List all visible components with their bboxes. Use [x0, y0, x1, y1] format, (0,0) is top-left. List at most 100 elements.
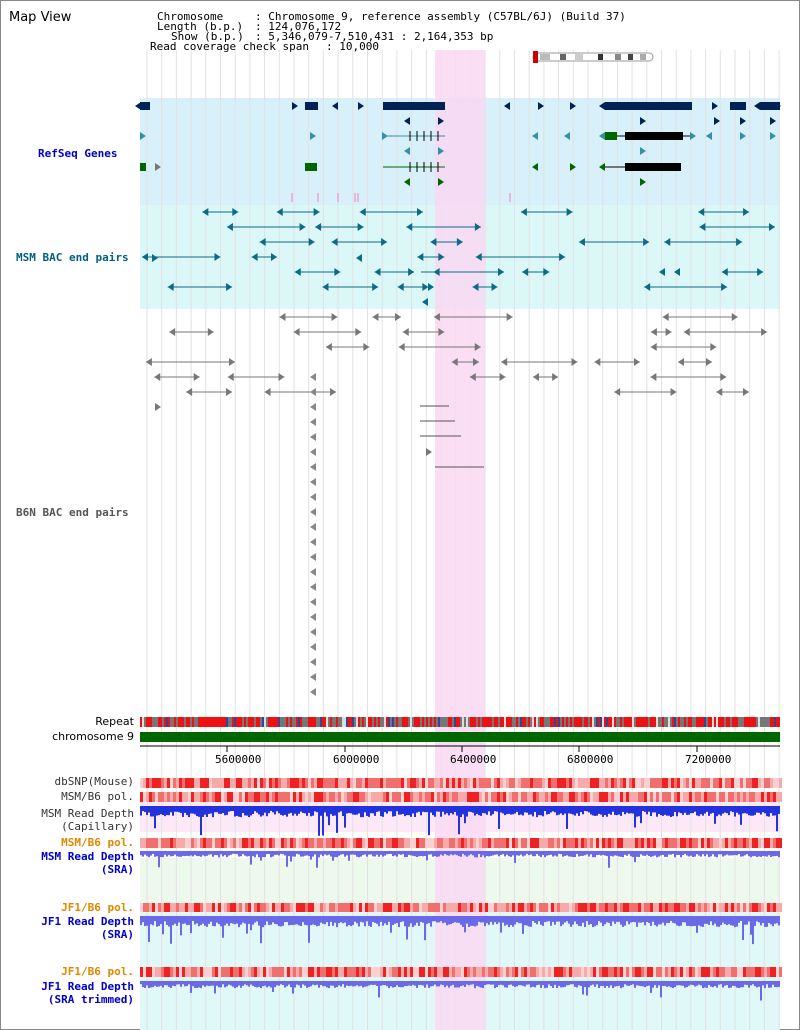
- heat-cell: [500, 792, 503, 802]
- depth-bar: [356, 981, 358, 986]
- repeat-segment: [770, 717, 772, 727]
- depth-bar: [416, 851, 418, 858]
- heat-cell: [497, 838, 500, 848]
- depth-bar: [404, 981, 406, 986]
- depth-bar: [464, 981, 466, 987]
- heat-cell: [770, 778, 773, 788]
- depth-bar: [596, 806, 598, 816]
- repeat-segment: [316, 717, 318, 727]
- repeat-segment: [464, 717, 466, 727]
- depth-bar: [324, 851, 326, 855]
- gene-arrow: [640, 147, 646, 155]
- depth-bar: [308, 981, 310, 987]
- depth-bar: [178, 981, 180, 985]
- heat-cell: [152, 967, 155, 977]
- repeat-segment: [268, 717, 270, 727]
- depth-bar: [146, 981, 148, 986]
- heat-cell: [248, 838, 251, 848]
- depth-bar: [606, 981, 608, 986]
- heat-cell: [560, 792, 563, 802]
- depth-bar: [246, 916, 248, 934]
- heat-cell: [623, 967, 626, 977]
- heat-cell: [290, 967, 293, 977]
- depth-bar: [534, 806, 536, 812]
- heat-cell: [548, 792, 551, 802]
- gene-arrow: [706, 358, 713, 366]
- heat-cell: [176, 967, 179, 977]
- depth-bar: [400, 981, 402, 988]
- repeat-segment: [162, 717, 164, 727]
- repeat-segment: [614, 717, 616, 727]
- heat-cell: [377, 903, 380, 912]
- repeat-segment: [328, 717, 330, 727]
- heat-cell: [359, 778, 362, 788]
- b6n-bac-end-pairs-label[interactable]: B6N BAC end pairs: [16, 506, 129, 519]
- repeat-segment: [228, 717, 230, 727]
- heat-cell: [665, 838, 668, 848]
- heat-cell: [161, 838, 164, 848]
- heat-cell: [506, 792, 509, 802]
- depth-bar: [748, 806, 750, 816]
- heat-cell: [350, 903, 353, 912]
- depth-bar: [698, 981, 700, 985]
- depth-bar: [752, 916, 754, 945]
- depth-bar: [208, 806, 210, 814]
- depth-bar: [164, 806, 166, 817]
- info-length-key: Length (b.p.): [157, 20, 244, 33]
- heat-cell: [476, 778, 479, 788]
- heat-cell: [509, 778, 512, 788]
- repeat-segment: [172, 717, 174, 727]
- depth-bar: [524, 851, 526, 856]
- gene-arrow: [566, 208, 573, 216]
- heat-cell: [365, 838, 368, 848]
- heat-cell: [140, 838, 143, 848]
- heat-cell: [434, 792, 437, 802]
- heat-cell: [224, 778, 227, 788]
- repeat-segment: [500, 717, 502, 727]
- depth-bar: [372, 981, 374, 985]
- gene-arrow: [506, 313, 513, 321]
- heat-cell: [410, 778, 413, 788]
- heat-cell: [164, 778, 167, 788]
- depth-bar: [318, 981, 320, 988]
- repeat-segment: [538, 717, 540, 727]
- depth-bar: [410, 916, 412, 924]
- depth-bar: [518, 806, 520, 816]
- heat-cell: [203, 967, 206, 977]
- depth-bar: [540, 806, 542, 816]
- depth-bar: [666, 806, 668, 816]
- depth-bar: [610, 851, 612, 856]
- depth-bar: [512, 981, 514, 986]
- depth-bar: [650, 981, 652, 993]
- depth-bar: [372, 916, 374, 923]
- repeat-segment: [276, 717, 278, 727]
- repeat-segment: [252, 717, 254, 727]
- refseq-genes-label[interactable]: RefSeq Genes: [38, 147, 118, 160]
- depth-bar: [584, 851, 586, 856]
- depth-bar: [334, 981, 336, 988]
- depth-bar: [274, 806, 276, 815]
- depth-bar: [558, 851, 560, 854]
- heat-cell: [557, 778, 560, 788]
- heat-cell: [401, 792, 404, 802]
- depth-bar: [542, 916, 544, 926]
- msm-bac-end-pairs-label[interactable]: MSM BAC end pairs: [16, 251, 129, 264]
- heat-cell: [404, 903, 407, 912]
- heat-cell: [629, 967, 632, 977]
- depth-bar: [328, 851, 330, 855]
- heat-cell: [689, 838, 692, 848]
- heat-cell: [461, 792, 464, 802]
- depth-bar: [658, 981, 660, 986]
- depth-bar: [546, 916, 548, 922]
- depth-bar: [642, 916, 644, 923]
- heat-cell: [164, 792, 167, 802]
- depth-bar: [652, 981, 654, 988]
- depth-bar: [490, 981, 492, 985]
- depth-bar: [510, 851, 512, 857]
- repeat-segment: [382, 717, 384, 727]
- depth-bar: [384, 981, 386, 986]
- depth-bar: [344, 851, 346, 857]
- depth-bar: [518, 916, 520, 924]
- repeat-segment: [600, 717, 602, 727]
